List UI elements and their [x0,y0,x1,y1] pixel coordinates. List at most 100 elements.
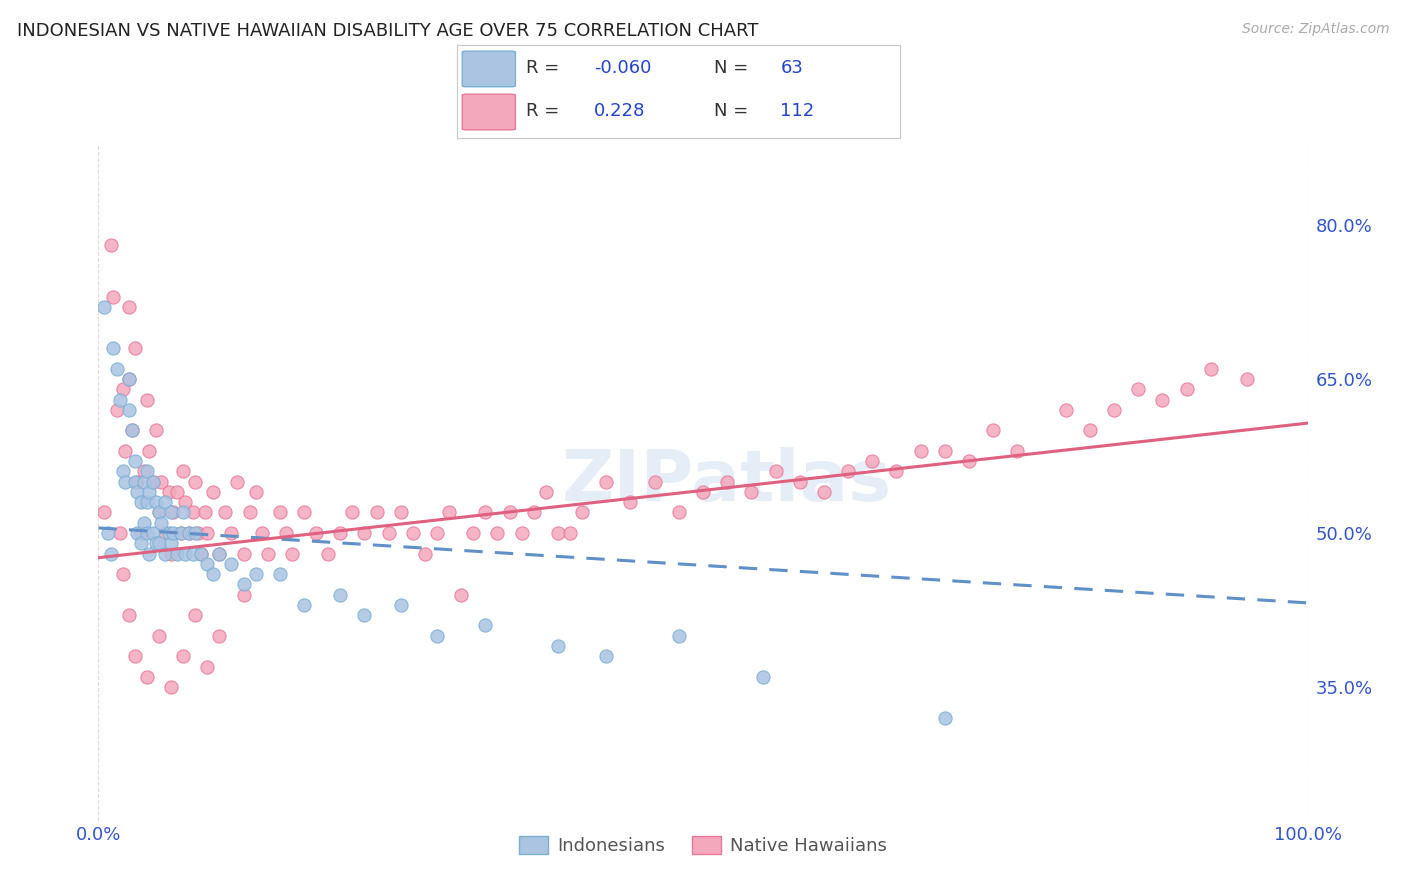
Point [510,526,533,541]
Point [353,526,375,541]
Point [860,454,883,468]
Point [114,475,136,489]
Point [534,485,557,500]
Point [402,526,425,541]
Point [162,506,184,520]
Point [214,506,236,520]
Point [1054,402,1077,417]
Point [195,526,218,541]
Point [111,464,134,478]
Point [232,547,254,561]
Point [153,547,176,561]
Point [1007,443,1029,458]
Point [160,680,183,694]
Point [426,629,449,643]
Point [174,547,197,561]
Point [181,506,204,520]
Point [292,506,315,520]
Point [174,495,197,509]
Point [172,649,194,664]
Point [269,567,291,582]
Point [329,588,352,602]
Point [153,495,176,509]
Point [190,547,212,561]
Point [105,361,128,376]
Point [134,516,156,530]
Point [190,547,212,561]
Point [1236,372,1258,386]
Point [111,567,134,582]
Point [124,341,146,355]
Point [305,526,328,541]
Point [97,526,120,541]
Point [256,547,278,561]
Point [342,506,364,520]
Point [172,506,194,520]
Point [389,506,412,520]
Point [571,506,593,520]
Point [547,639,569,653]
Text: Source: ZipAtlas.com: Source: ZipAtlas.com [1241,22,1389,37]
Point [145,423,167,437]
Point [148,536,170,550]
Point [108,526,131,541]
Point [195,557,218,571]
Point [179,526,201,541]
Point [100,238,122,252]
Point [813,485,835,500]
Point [138,485,160,500]
Point [194,506,217,520]
Point [245,567,267,582]
Point [619,495,641,509]
Point [118,372,141,386]
Point [105,402,128,417]
Text: INDONESIAN VS NATIVE HAWAIIAN DISABILITY AGE OVER 75 CORRELATION CHART: INDONESIAN VS NATIVE HAWAIIAN DISABILITY… [17,22,758,40]
Point [752,670,775,684]
Point [135,670,157,684]
Point [934,443,956,458]
Point [558,526,581,541]
Point [138,443,160,458]
Point [281,547,304,561]
Point [498,506,520,520]
Point [121,423,143,437]
Point [668,506,690,520]
Point [886,464,908,478]
Point [129,536,152,550]
Point [142,475,165,489]
Point [474,506,496,520]
Point [160,536,183,550]
Point [250,526,273,541]
Point [134,464,156,478]
Point [595,475,617,489]
Point [934,711,956,725]
Text: R =: R = [526,102,558,120]
Point [910,443,932,458]
Point [166,485,188,500]
Point [169,526,191,541]
Point [157,485,180,500]
Point [181,547,204,561]
Point [124,475,146,489]
Point [221,526,243,541]
Point [100,547,122,561]
Point [135,392,157,407]
Point [118,372,141,386]
Point [377,526,399,541]
Point [142,526,165,541]
Point [1078,423,1101,437]
Point [692,485,714,500]
Point [184,475,207,489]
Point [644,475,666,489]
Point [121,423,143,437]
Point [150,475,173,489]
Point [101,341,124,355]
Point [957,454,980,468]
Point [134,475,156,489]
Point [148,629,170,643]
Point [153,526,176,541]
Point [329,526,352,541]
Text: 112: 112 [780,102,814,120]
Point [108,392,131,407]
Point [142,475,165,489]
